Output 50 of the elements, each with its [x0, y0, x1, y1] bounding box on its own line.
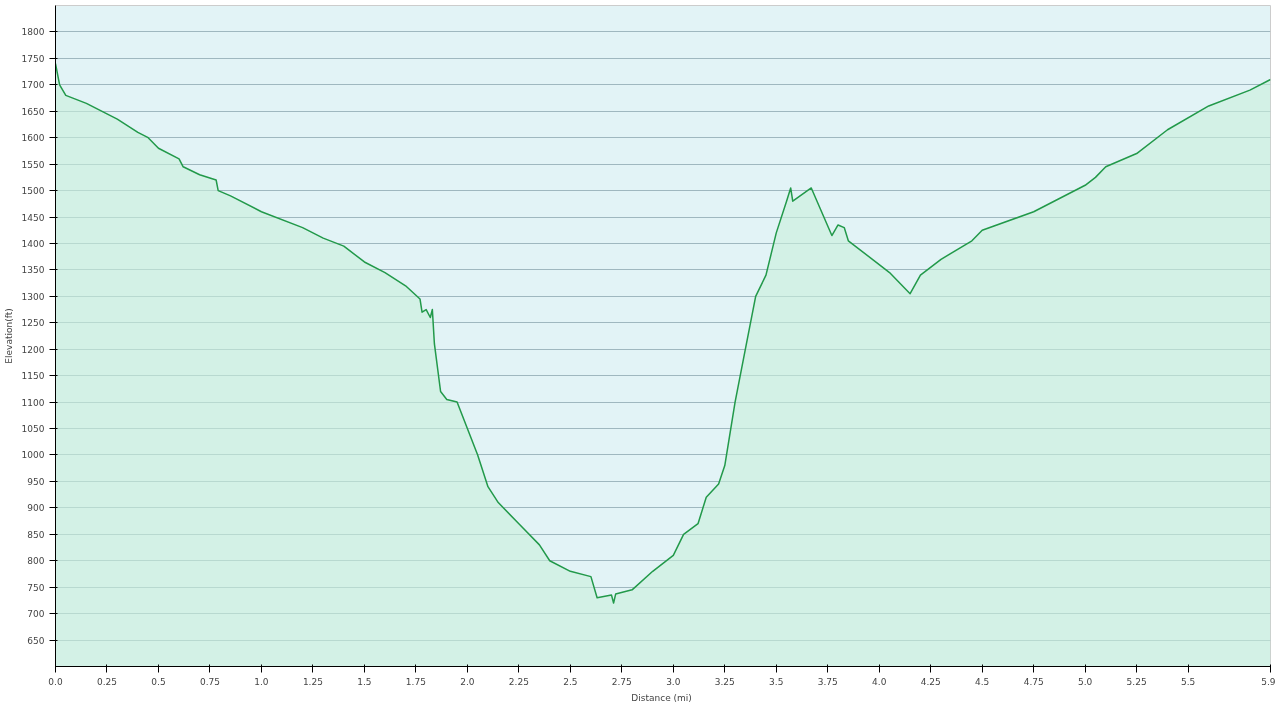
y-tick-label: 1600 [21, 133, 45, 144]
x-tick-label: 0.75 [199, 676, 220, 687]
x-tick-label: 2.25 [508, 676, 529, 687]
y-tick-label: 1700 [21, 80, 45, 91]
y-tick-label: 1250 [21, 318, 45, 329]
x-tick-label: 5.9 [1261, 676, 1276, 687]
y-tick-label: 750 [27, 582, 45, 593]
x-tick-label: 0.0 [48, 676, 63, 687]
x-tick-label: 0.25 [96, 676, 118, 687]
y-tick-label: 950 [27, 476, 45, 487]
x-tick-label: 1.75 [405, 676, 426, 687]
y-tick-label: 1050 [21, 424, 45, 435]
y-tick-label: 650 [27, 635, 45, 646]
x-tick-label: 1.5 [357, 676, 372, 687]
y-tick-label: 800 [27, 556, 45, 567]
x-tick-label: 3.0 [666, 676, 681, 687]
x-tick-label: 4.0 [872, 676, 887, 687]
y-tick-label: 1800 [21, 27, 45, 38]
y-tick-label: 850 [27, 529, 45, 540]
x-tick-label: 3.75 [817, 676, 838, 687]
x-tick-label: 1.0 [254, 676, 269, 687]
y-tick-label: 1100 [21, 397, 45, 408]
x-tick-label: 3.25 [714, 676, 735, 687]
y-tick-label: 1450 [21, 212, 45, 223]
x-tick-label: 5.0 [1078, 676, 1093, 687]
y-tick-label: 700 [27, 609, 45, 620]
y-tick-label: 1400 [21, 238, 45, 249]
y-tick-label: 1200 [21, 344, 45, 355]
y-tick-label: 1550 [21, 159, 45, 170]
x-tick-label: 2.0 [460, 676, 475, 687]
y-tick-label: 1500 [21, 186, 45, 197]
x-tick-label: 4.75 [1023, 676, 1044, 687]
y-tick-label: 1750 [21, 53, 45, 64]
x-tick-label: 4.5 [975, 676, 990, 687]
x-tick-label: 5.25 [1126, 676, 1147, 687]
y-tick-label: 1000 [21, 450, 45, 461]
x-tick-label: 1.25 [302, 676, 323, 687]
y-axis-title: Elevation(ft) [3, 308, 14, 364]
y-tick-label: 1150 [21, 371, 45, 382]
x-tick-label: 2.75 [611, 676, 632, 687]
y-tick-label: 1300 [21, 291, 45, 302]
x-tick-label: 2.5 [563, 676, 578, 687]
y-tick-label: 1650 [21, 106, 45, 117]
x-tick-label: 5.5 [1180, 676, 1196, 687]
x-axis-title: Distance (mi) [631, 692, 692, 703]
y-tick-label: 900 [27, 503, 45, 514]
x-tick-label: 0.5 [151, 676, 166, 687]
x-tick-label: 4.25 [920, 676, 941, 687]
y-tick-label: 1350 [21, 265, 45, 276]
x-tick-label: 3.5 [769, 676, 784, 687]
